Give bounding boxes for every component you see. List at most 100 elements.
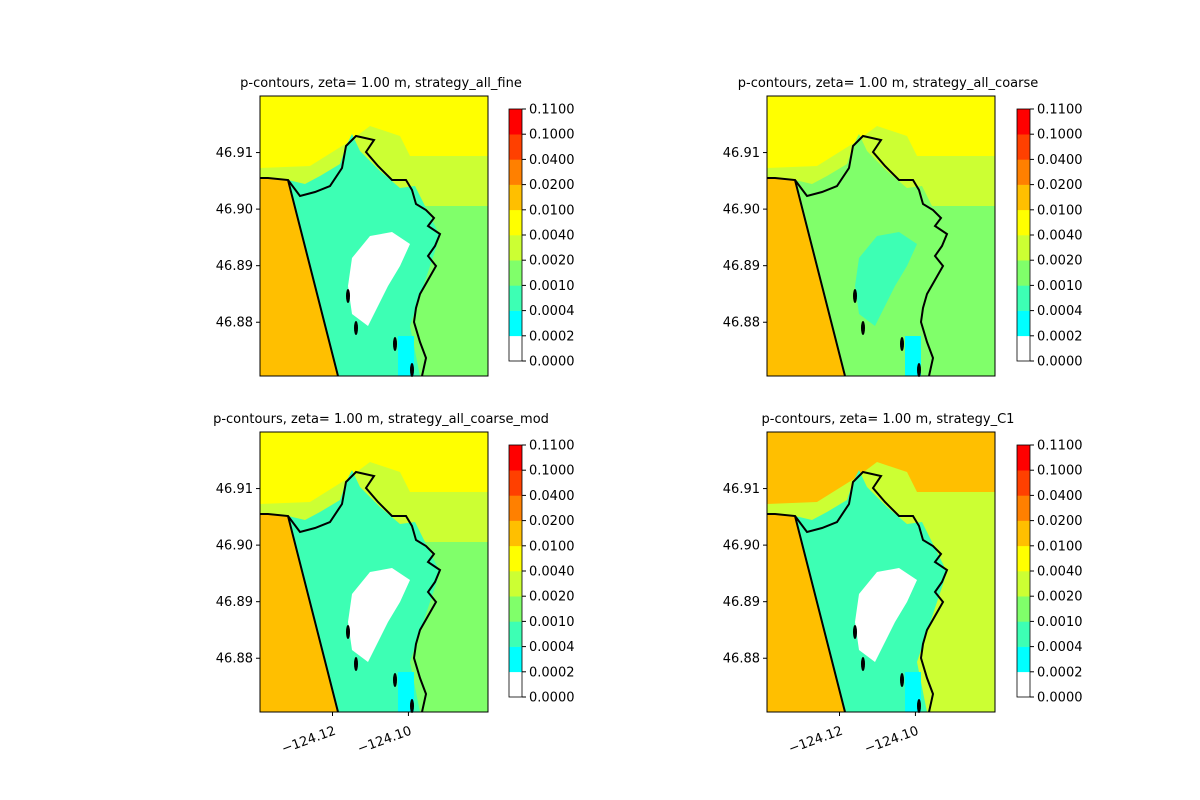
- y-tick-label: 46.89: [216, 259, 253, 274]
- colorbar-segment: [509, 109, 522, 135]
- colorbar-tick-label: 0.0000: [529, 691, 575, 706]
- colorbar-tick-label: 0.0000: [1037, 691, 1083, 706]
- colorbar-tick-label: 0.0400: [1037, 489, 1083, 504]
- colorbar-tick-label: 0.0100: [529, 203, 575, 218]
- colorbar-tick-label: 0.0002: [1037, 329, 1083, 344]
- shelf-field: [767, 96, 845, 376]
- subplot-2: p-contours, zeta= 1.00 m, strategy_all_c…: [723, 76, 1083, 377]
- colorbar-tick-label: 0.0002: [529, 665, 575, 680]
- coastline: [260, 134, 442, 377]
- y-tick-label: 46.88: [723, 316, 760, 331]
- colorbar-tick-label: 0.0002: [529, 329, 575, 344]
- shelf-field: [260, 96, 338, 376]
- colorbar-segment: [509, 260, 522, 286]
- y-tick-label: 46.90: [216, 539, 253, 554]
- colorbar-segment: [509, 470, 522, 496]
- colorbar-tick-label: 0.0200: [1037, 178, 1083, 193]
- island: [900, 673, 904, 687]
- island: [917, 699, 921, 713]
- colorbar-tick-label: 0.0200: [1037, 514, 1083, 529]
- x-tick-label: −124.10: [863, 724, 921, 757]
- colorbar-segment: [509, 445, 522, 471]
- coastline: [767, 470, 949, 713]
- colorbar-tick-label: 0.0004: [1037, 640, 1083, 655]
- colorbar-tick-label: 0.0200: [529, 514, 575, 529]
- colorbar-tick-label: 0.1100: [1037, 103, 1083, 118]
- y-tick-label: 46.89: [216, 595, 253, 610]
- colorbar-segment: [1017, 310, 1030, 337]
- colorbar: 0.0000 0.0002 0.0004 0.0010 0.0020 0.0040 0.01…: [508, 103, 575, 370]
- colorbar-tick-label: 0.1000: [529, 128, 575, 143]
- colorbar-segment: [1017, 184, 1030, 211]
- subplot-title: p-contours, zeta= 1.00 m, strategy_all_c…: [213, 412, 549, 427]
- subplot-3: p-contours, zeta= 1.00 m, strategy_all_c…: [213, 412, 574, 757]
- shallow-field: [905, 336, 921, 376]
- colorbar-tick-label: 0.1100: [529, 439, 575, 454]
- y-tick-label: 46.89: [723, 259, 760, 274]
- colorbar-segment: [509, 209, 522, 236]
- coastline: [260, 470, 442, 713]
- colorbar-tick-label: 0.1100: [1037, 439, 1083, 454]
- y-tick-label: 46.90: [723, 539, 760, 554]
- colorbar-segment: [1017, 671, 1030, 698]
- shallow-field: [398, 672, 414, 712]
- colorbar: 0.0000 0.0002 0.0004 0.0010 0.0020 0.0040 0.01…: [508, 439, 575, 706]
- colorbar: 0.0000 0.0002 0.0004 0.0010 0.0020 0.0040 0.01…: [1016, 439, 1083, 706]
- island: [853, 625, 857, 639]
- y-tick-label: 46.90: [216, 203, 253, 218]
- colorbar-tick-label: 0.0040: [529, 229, 575, 244]
- island: [917, 363, 921, 377]
- colorbar: 0.0000 0.0002 0.0004 0.0010 0.0020 0.0040 0.01…: [1016, 103, 1083, 370]
- colorbar-segment: [509, 545, 522, 572]
- colorbar-segment: [509, 159, 522, 185]
- y-tick-label: 46.91: [723, 146, 760, 161]
- colorbar-tick-label: 0.0100: [529, 539, 575, 554]
- colorbar-segment: [509, 285, 522, 311]
- y-tick-label: 46.88: [216, 316, 253, 331]
- colorbar-tick-label: 0.1100: [529, 103, 575, 118]
- axes-frame: [259, 95, 489, 377]
- colorbar-tick-label: 0.0020: [1037, 254, 1083, 269]
- colorbar-tick-label: 0.0020: [529, 590, 575, 605]
- colorbar-tick-label: 0.1000: [529, 464, 575, 479]
- map-field: [767, 96, 995, 377]
- island: [853, 289, 857, 303]
- colorbar-segment: [509, 184, 522, 211]
- y-tick-label: 46.88: [723, 652, 760, 667]
- colorbar-tick-label: 0.0004: [529, 640, 575, 655]
- map-field: [260, 96, 488, 377]
- coastline: [767, 134, 949, 377]
- shelf-field: [260, 432, 338, 712]
- colorbar-segment: [509, 621, 522, 647]
- island: [861, 657, 865, 671]
- y-tick-label: 46.91: [216, 146, 253, 161]
- axes-frame: [259, 431, 489, 713]
- colorbar-segment: [1017, 209, 1030, 236]
- shallow-field: [398, 336, 414, 376]
- colorbar-tick-label: 0.0040: [529, 565, 575, 580]
- colorbar-segment: [1017, 109, 1030, 135]
- island: [410, 363, 414, 377]
- colorbar-segment: [1017, 520, 1030, 547]
- dry-field: [855, 232, 917, 326]
- subplot-4: p-contours, zeta= 1.00 m, strategy_C1 46.…: [723, 412, 1083, 757]
- colorbar-segment: [509, 134, 522, 160]
- colorbar-segment: [509, 646, 522, 673]
- island: [393, 337, 397, 351]
- colorbar-segment: [1017, 260, 1030, 286]
- north-field: [767, 96, 995, 168]
- y-tick-label: 46.91: [723, 482, 760, 497]
- subplot-1: p-contours, zeta= 1.00 m, strategy_all_f…: [216, 76, 575, 377]
- colorbar-tick-label: 0.0010: [1037, 615, 1083, 630]
- colorbar-segment: [1017, 470, 1030, 496]
- colorbar-tick-label: 0.0010: [529, 615, 575, 630]
- colorbar-segment: [1017, 159, 1030, 185]
- colorbar-segment: [509, 235, 522, 261]
- island: [861, 321, 865, 335]
- island: [393, 673, 397, 687]
- colorbar-segment: [1017, 646, 1030, 673]
- colorbar-tick-label: 0.0004: [1037, 304, 1083, 319]
- colorbar-tick-label: 0.1000: [1037, 464, 1083, 479]
- colorbar-segment: [509, 495, 522, 521]
- island: [346, 625, 350, 639]
